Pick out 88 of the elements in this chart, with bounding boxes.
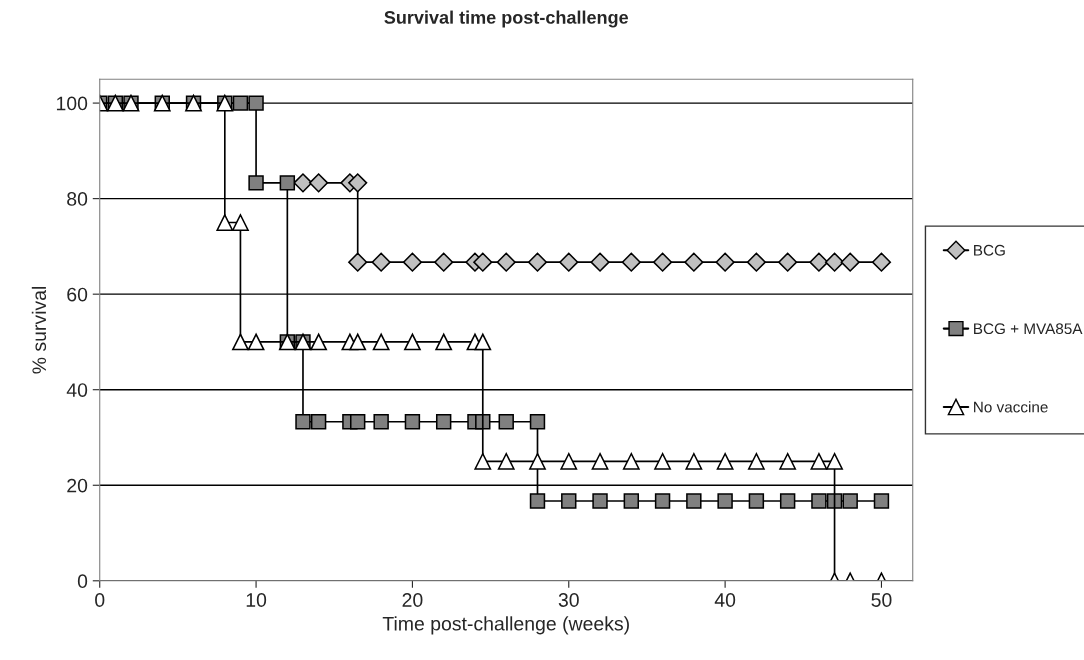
point — [684, 252, 704, 272]
point — [826, 493, 843, 509]
point — [686, 493, 702, 509]
point — [473, 252, 493, 272]
point — [824, 252, 845, 272]
point — [590, 252, 610, 272]
point — [621, 252, 641, 272]
point — [623, 493, 640, 509]
x-tick-label: 0 — [95, 593, 105, 607]
point — [561, 493, 577, 509]
point — [591, 452, 609, 470]
point — [826, 452, 843, 470]
point — [372, 333, 390, 351]
x-tick-label: 10 — [246, 593, 267, 607]
x-tick-label: 20 — [402, 593, 423, 607]
y-tick-label: 100 — [56, 96, 88, 111]
point — [559, 252, 579, 272]
x-tick-label: 30 — [558, 593, 579, 607]
point — [809, 252, 829, 272]
y-tick-label: 40 — [66, 383, 88, 397]
point — [232, 333, 249, 351]
point — [652, 252, 673, 272]
point — [404, 333, 421, 351]
point — [716, 452, 734, 470]
point — [622, 452, 640, 470]
legend-label: No vaccine — [974, 401, 1048, 413]
point — [371, 252, 391, 272]
point — [778, 252, 798, 272]
point — [232, 214, 249, 231]
point — [348, 173, 368, 193]
point — [309, 173, 329, 193]
point — [435, 414, 452, 430]
point — [247, 333, 265, 351]
point — [779, 452, 797, 470]
point — [295, 414, 311, 430]
y-tick-label: 20 — [67, 478, 88, 493]
point — [527, 252, 548, 272]
point — [746, 252, 766, 272]
point — [279, 175, 296, 191]
y-tick-label: 0 — [77, 574, 88, 589]
y-tick-label: 80 — [67, 192, 88, 206]
point — [293, 173, 313, 193]
point — [497, 452, 515, 470]
x-axis-title: Time post-challenge (weeks) — [382, 616, 629, 635]
point — [779, 493, 796, 509]
point — [560, 452, 578, 470]
point — [496, 252, 516, 272]
point — [747, 452, 765, 470]
point — [216, 214, 234, 231]
point — [435, 333, 453, 351]
point — [348, 252, 368, 272]
point — [498, 414, 514, 430]
point — [842, 493, 858, 509]
point — [310, 333, 328, 351]
point — [654, 452, 671, 470]
legend-label: BCG — [974, 244, 1005, 256]
point — [474, 333, 492, 351]
chart-title: Survival time post-challenge — [384, 10, 629, 28]
point — [248, 175, 264, 191]
point — [810, 452, 828, 470]
y-tick-label: 60 — [67, 287, 88, 302]
point — [685, 452, 703, 470]
point — [373, 414, 389, 430]
point — [873, 493, 890, 509]
point — [349, 414, 366, 430]
point — [402, 252, 423, 272]
point — [349, 333, 367, 351]
x-tick-label: 40 — [714, 593, 736, 607]
point — [310, 414, 327, 430]
point — [404, 414, 421, 430]
point — [811, 493, 827, 509]
point — [748, 493, 765, 509]
point — [840, 252, 860, 272]
point — [654, 493, 671, 509]
legend-label: BCG + MVA85A — [974, 323, 1083, 335]
x-tick-label: 50 — [871, 593, 892, 607]
point — [248, 95, 264, 111]
point — [434, 252, 454, 272]
point — [715, 252, 735, 272]
point — [232, 95, 249, 111]
point — [529, 414, 546, 430]
point — [717, 493, 733, 509]
point — [529, 452, 546, 470]
point — [592, 493, 608, 509]
y-axis-title: % survival — [31, 287, 47, 374]
point — [529, 493, 546, 509]
point — [474, 452, 492, 470]
point — [871, 252, 892, 272]
